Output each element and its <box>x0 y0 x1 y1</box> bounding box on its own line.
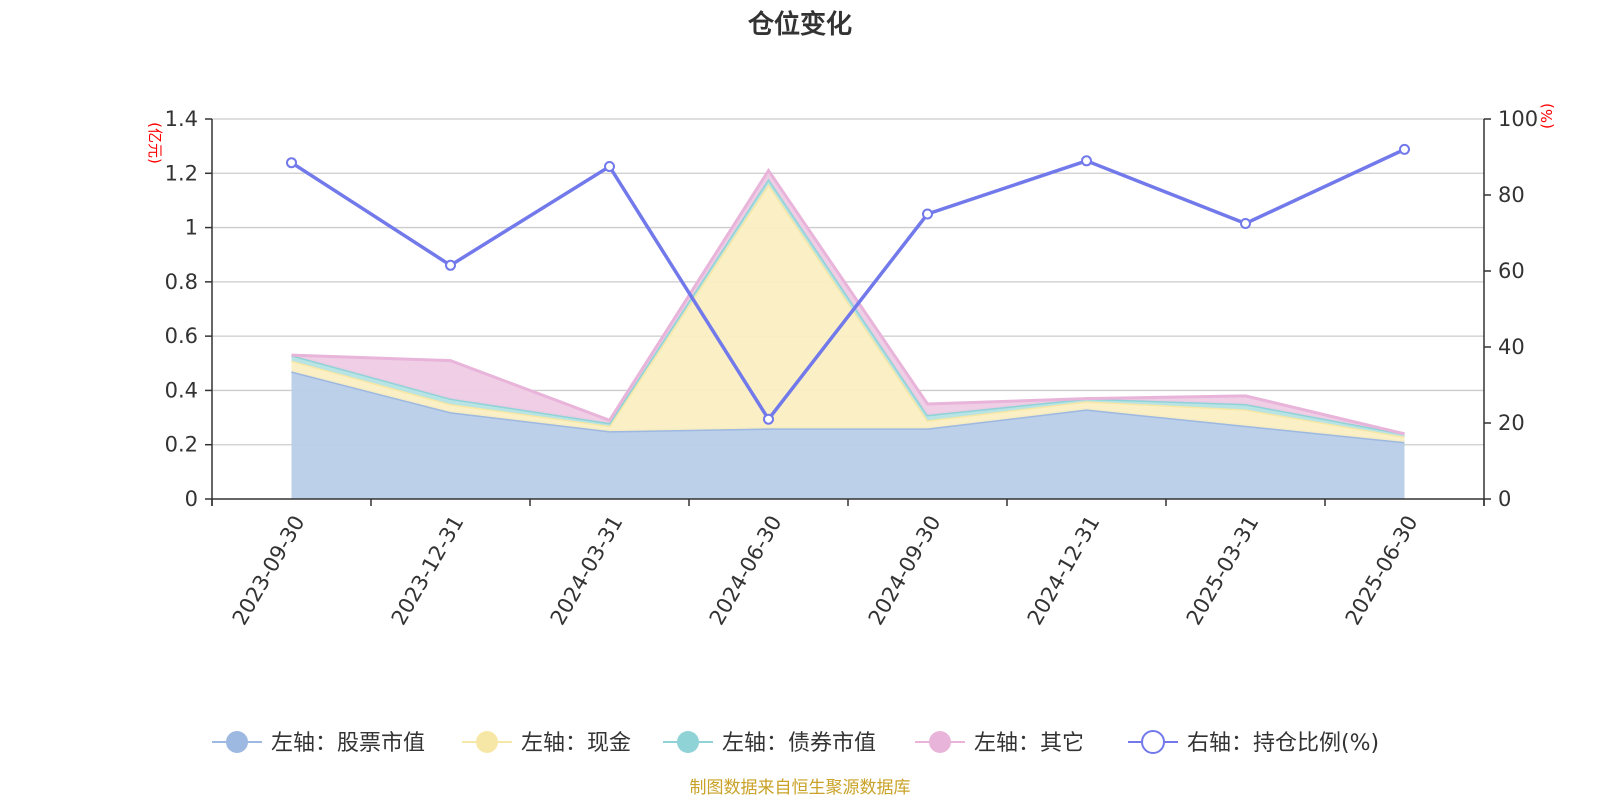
ratio-point-2025-06-30 <box>1399 143 1410 155</box>
legend-item-3[interactable]: 左轴：其它 <box>915 731 1084 756</box>
area-0 <box>291 371 1405 499</box>
legend-item-0[interactable]: 左轴：股票市值 <box>212 731 425 756</box>
right-tick-label-80: 80 <box>1498 183 1525 207</box>
legend-item-1[interactable]: 左轴：现金 <box>462 731 631 756</box>
left-tick-label-0.2: 0.2 <box>165 433 198 457</box>
chart-title: 仓位变化 <box>747 9 852 40</box>
left-tick-label-1: 1 <box>185 216 198 240</box>
x-tick-label-2024-06-30: 2024-06-30 <box>705 511 787 629</box>
ratio-point-2024-09-30 <box>922 208 933 220</box>
right-tick-label-0: 0 <box>1498 487 1511 511</box>
legend-marker-3 <box>929 731 951 753</box>
legend-label-2: 左轴：债券市值 <box>722 731 876 756</box>
right-tick-label-60: 60 <box>1498 259 1525 283</box>
legend-label-3: 左轴：其它 <box>974 731 1084 756</box>
ratio-point-2024-06-30 <box>763 413 774 425</box>
x-tick-label-2025-03-31: 2025-03-31 <box>1182 511 1264 629</box>
left-axis-unit: (亿元) <box>146 122 164 164</box>
right-tick-label-40: 40 <box>1498 335 1525 359</box>
legend-label-4: 右轴：持仓比例(%) <box>1187 731 1379 756</box>
ratio-point-2024-03-31 <box>604 161 615 172</box>
right-tick-label-20: 20 <box>1498 411 1525 435</box>
legend-item-2[interactable]: 左轴：债券市值 <box>663 731 876 756</box>
x-tick-label-2023-09-30: 2023-09-30 <box>228 511 310 629</box>
legend-item-4[interactable]: 右轴：持仓比例(%) <box>1128 730 1379 756</box>
right-tick-label-100: 100 <box>1498 107 1538 131</box>
ratio-point-2024-12-31 <box>1081 155 1092 167</box>
ratio-point-2023-09-30 <box>286 157 297 169</box>
ratio-line <box>290 147 1406 423</box>
stacked-areas <box>291 167 1405 499</box>
left-tick-label-0.6: 0.6 <box>165 324 198 348</box>
ratio-point-2025-03-31 <box>1240 218 1251 229</box>
left-tick-label-0.4: 0.4 <box>165 378 198 402</box>
ratio-point-2023-12-31 <box>445 259 456 271</box>
x-tick-label-2025-06-30: 2025-06-30 <box>1341 511 1423 629</box>
area-edge-3 <box>291 167 1405 436</box>
left-tick-label-1.2: 1.2 <box>165 161 198 185</box>
x-tick-label-2024-12-31: 2024-12-31 <box>1023 511 1105 629</box>
legend-label-0: 左轴：股票市值 <box>271 731 425 756</box>
left-tick-label-1.4: 1.4 <box>165 107 198 131</box>
left-tick-label-0: 0 <box>185 487 198 511</box>
right-axis-unit: (%) <box>1538 103 1556 129</box>
area-1 <box>291 184 1405 442</box>
legend-marker-4 <box>1141 730 1165 754</box>
left-tick-label-0.8: 0.8 <box>165 270 198 294</box>
x-tick-label-2023-12-31: 2023-12-31 <box>387 511 469 629</box>
legend-label-1: 左轴：现金 <box>521 731 631 756</box>
data-source-footer: 制图数据来自恒生聚源数据库 <box>690 778 911 798</box>
legend-marker-2 <box>677 731 699 753</box>
legend-marker-0 <box>226 731 248 753</box>
legend-marker-1 <box>476 731 498 753</box>
position-ratio-line <box>286 143 1410 425</box>
x-tick-label-2024-09-30: 2024-09-30 <box>864 511 946 629</box>
x-tick-label-2024-03-31: 2024-03-31 <box>546 511 628 629</box>
legend[interactable]: 左轴：股票市值 左轴：现金 左轴：债券市值 左轴：其它 右轴：持仓比例(%) <box>212 730 1379 756</box>
